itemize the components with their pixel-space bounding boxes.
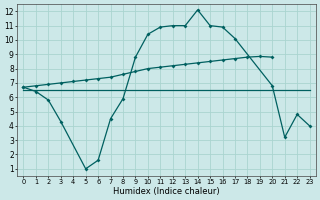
X-axis label: Humidex (Indice chaleur): Humidex (Indice chaleur)	[113, 187, 220, 196]
